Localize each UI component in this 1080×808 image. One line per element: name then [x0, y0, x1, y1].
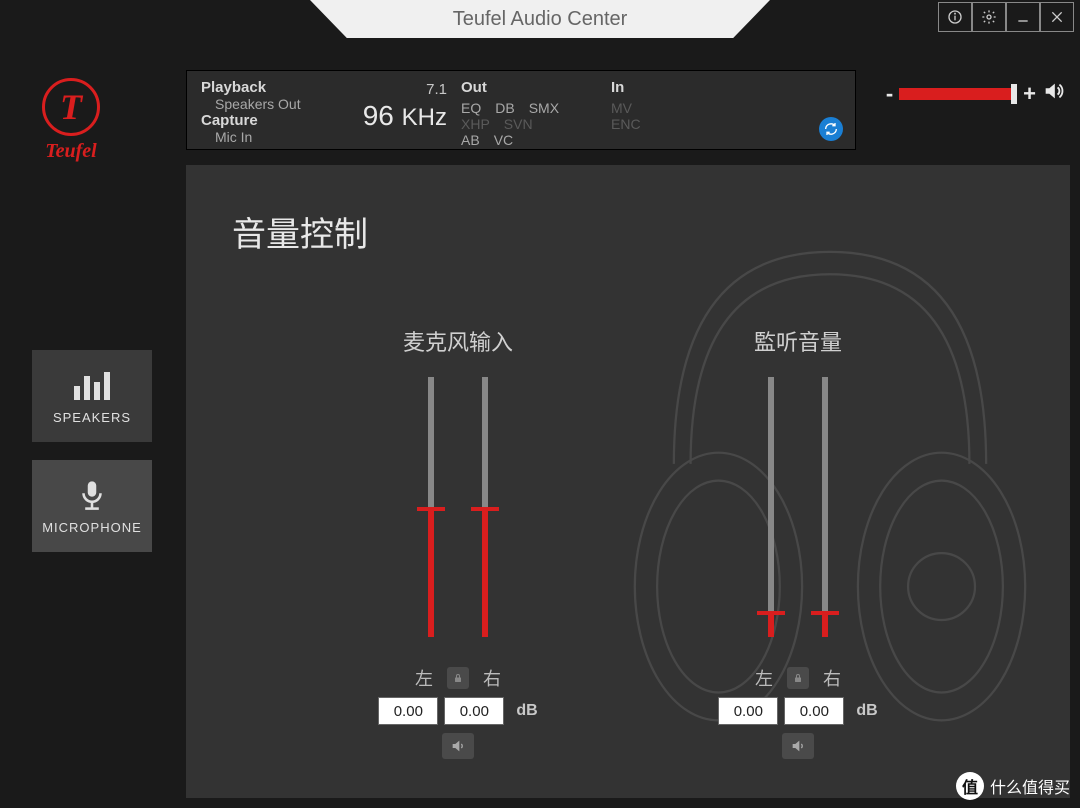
lock-icon	[452, 672, 464, 684]
capture-device: Mic In	[201, 129, 351, 145]
in-effects: In MV ENC	[611, 79, 731, 141]
side-nav: SPEAKERS MICROPHONE	[32, 350, 152, 570]
volume-minus[interactable]: -	[886, 81, 893, 107]
minimize-button[interactable]	[1006, 2, 1040, 32]
settings-button[interactable]	[972, 2, 1006, 32]
lock-button[interactable]	[787, 667, 809, 689]
sync-button[interactable]	[819, 117, 843, 141]
speaker-icon[interactable]	[1042, 80, 1064, 107]
out-label: Out	[461, 79, 611, 96]
watermark-badge: 值	[956, 772, 984, 800]
volume-slider[interactable]	[899, 88, 1017, 100]
logo-circle: T	[42, 78, 100, 136]
close-icon	[1049, 9, 1065, 25]
sliders	[698, 377, 898, 657]
left-slider[interactable]	[763, 377, 779, 637]
mic-input-group: 麦克风输入 左 右 0.00 0.00	[358, 325, 558, 759]
title-bar: Teufel Audio Center	[0, 0, 1080, 38]
left-value[interactable]: 0.00	[378, 697, 438, 725]
window-title: Teufel Audio Center	[310, 0, 770, 38]
playback-label: Playback	[201, 79, 351, 96]
left-value[interactable]: 0.00	[718, 697, 778, 725]
microphone-icon	[72, 478, 112, 512]
speaker-small-icon	[790, 738, 806, 754]
right-label: 右	[483, 665, 501, 691]
master-volume: - +	[886, 80, 1064, 107]
right-value[interactable]: 0.00	[784, 697, 844, 725]
lock-button[interactable]	[447, 667, 469, 689]
out-effects: Out EQDBSMX XHPSVN ABVC	[461, 79, 611, 141]
lock-icon	[792, 672, 804, 684]
sliders	[358, 377, 558, 657]
window-controls	[938, 2, 1074, 32]
sample-rate: 96 KHz	[351, 100, 447, 132]
nav-speakers[interactable]: SPEAKERS	[32, 350, 152, 442]
info-button[interactable]	[938, 2, 972, 32]
unit-label: dB	[856, 702, 877, 720]
right-value[interactable]: 0.00	[444, 697, 504, 725]
right-slider[interactable]	[817, 377, 833, 637]
channel-count: 7.1	[351, 81, 447, 98]
volume-plus[interactable]: +	[1023, 81, 1036, 107]
watermark: 值 什么值得买	[956, 772, 1070, 800]
nav-speakers-label: SPEAKERS	[53, 410, 131, 425]
nav-microphone[interactable]: MICROPHONE	[32, 460, 152, 552]
left-label: 左	[755, 665, 773, 691]
status-panel: Playback Speakers Out Capture Mic In 7.1…	[186, 70, 856, 150]
brand-logo: T Teufel	[42, 78, 100, 163]
watermark-text: 什么值得买	[990, 774, 1070, 798]
gear-icon	[981, 9, 997, 25]
nav-microphone-label: MICROPHONE	[42, 520, 142, 535]
mute-button[interactable]	[442, 733, 474, 759]
device-info: Playback Speakers Out Capture Mic In	[201, 79, 351, 141]
monitor-volume-group: 監听音量 左 右 0.00 0.00	[698, 325, 898, 759]
group-label: 監听音量	[698, 325, 898, 357]
logo-text: Teufel	[42, 140, 100, 163]
main-panel: 音量控制 麦克风输入	[186, 165, 1070, 798]
equalizer-icon	[72, 368, 112, 402]
left-label: 左	[415, 665, 433, 691]
group-label: 麦克风输入	[358, 325, 558, 357]
volume-thumb[interactable]	[1011, 84, 1017, 104]
sync-icon	[823, 121, 839, 137]
close-button[interactable]	[1040, 2, 1074, 32]
right-slider[interactable]	[477, 377, 493, 637]
slider-groups: 麦克风输入 左 右 0.00 0.00	[186, 325, 1070, 759]
right-label: 右	[823, 665, 841, 691]
in-label: In	[611, 79, 731, 96]
format-info: 7.1 96 KHz	[351, 79, 461, 141]
unit-label: dB	[516, 702, 537, 720]
capture-label: Capture	[201, 112, 351, 129]
logo-letter: T	[60, 86, 82, 128]
playback-device: Speakers Out	[201, 96, 351, 112]
mute-button[interactable]	[782, 733, 814, 759]
speaker-small-icon	[450, 738, 466, 754]
left-slider[interactable]	[423, 377, 439, 637]
